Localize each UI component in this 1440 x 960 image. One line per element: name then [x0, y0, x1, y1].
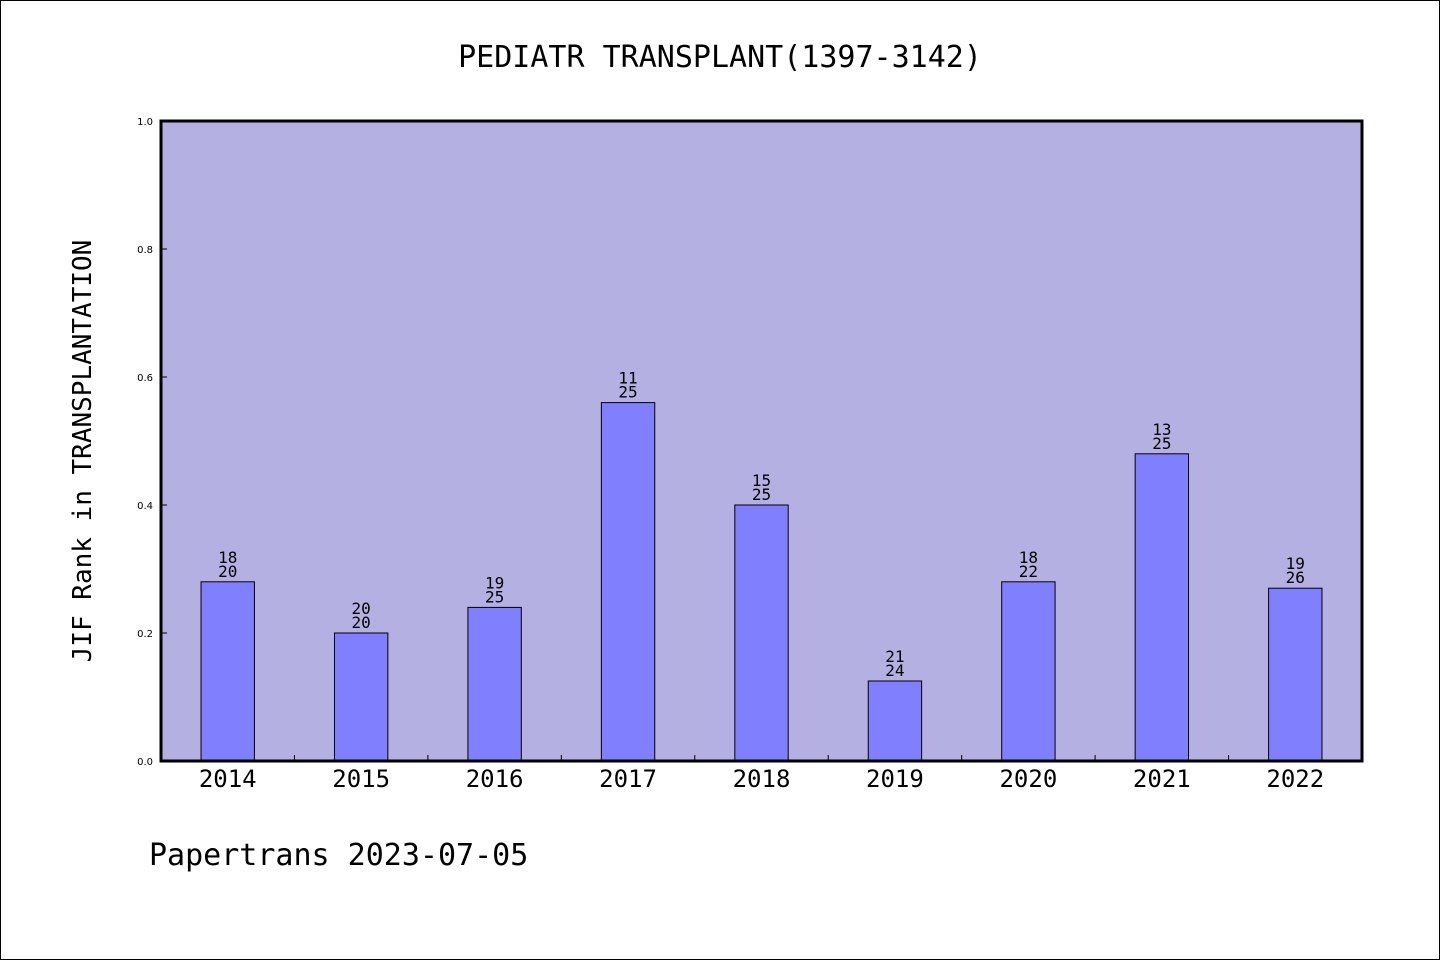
bar-total-label: 26	[1286, 568, 1305, 587]
bar-series	[200, 402, 1323, 762]
bar-total-label: 25	[618, 383, 637, 402]
y-axis-label: JIF Rank in TRANSPLANTATION	[68, 240, 98, 663]
bar-rank-label: 19	[485, 573, 504, 592]
bar-rank-label: 15	[752, 471, 771, 490]
bar-rank-label: 20	[352, 599, 371, 618]
x-tick-label: 2022	[1266, 765, 1324, 793]
x-tick-label: 2017	[599, 765, 657, 793]
y-tick-label: 0.8	[137, 245, 153, 256]
x-tick-label: 2019	[866, 765, 924, 793]
bar-total-label: 20	[352, 613, 371, 632]
bar-rank-label: 11	[618, 369, 637, 388]
bar-2021	[1134, 453, 1190, 762]
bar-total-label: 20	[218, 562, 237, 581]
x-tick-label: 2014	[199, 765, 257, 793]
bar-rank-label: 13	[1152, 420, 1171, 439]
bar-total-label: 22	[1019, 562, 1038, 581]
bar-total-label: 25	[1152, 434, 1171, 453]
y-tick-label: 0.0	[137, 757, 153, 768]
bar-2019	[867, 680, 923, 762]
bar-2022	[1268, 587, 1323, 762]
y-tick-label: 0.4	[137, 501, 153, 512]
bar-2018	[734, 504, 789, 762]
x-tick-label: 2021	[1133, 765, 1191, 793]
bar-rank-label: 18	[1019, 548, 1038, 567]
bar-total-label: 25	[752, 485, 771, 504]
plot-frame	[159, 119, 1364, 763]
bar-2016	[467, 606, 522, 762]
bar-2015	[333, 632, 389, 762]
x-tick-label: 2015	[332, 765, 390, 793]
x-tick-label: 2016	[466, 765, 524, 793]
bar-total-label: 24	[885, 661, 904, 680]
bar-2017	[600, 402, 656, 762]
y-tick-label: 0.2	[137, 629, 153, 640]
x-tick-label: 2020	[999, 765, 1057, 793]
y-tick-label: 0.6	[137, 373, 153, 384]
bar-rank-label: 18	[218, 548, 237, 567]
bar-total-label: 25	[485, 587, 504, 606]
y-tick-label: 1.0	[137, 117, 153, 128]
footer-watermark: Papertrans 2023-07-05	[149, 838, 528, 873]
bar-rank-label: 19	[1286, 554, 1305, 573]
bar-2020	[1001, 581, 1056, 762]
chart-title: PEDIATR TRANSPLANT(1397-3142)	[458, 40, 982, 75]
bar-rank-label: 21	[885, 647, 904, 666]
x-tick-label: 2018	[733, 765, 791, 793]
bar-2014	[200, 581, 255, 762]
x-axis: 2014 2015 2016 2017 2018 2019 2020 2021 2022	[199, 755, 1324, 793]
